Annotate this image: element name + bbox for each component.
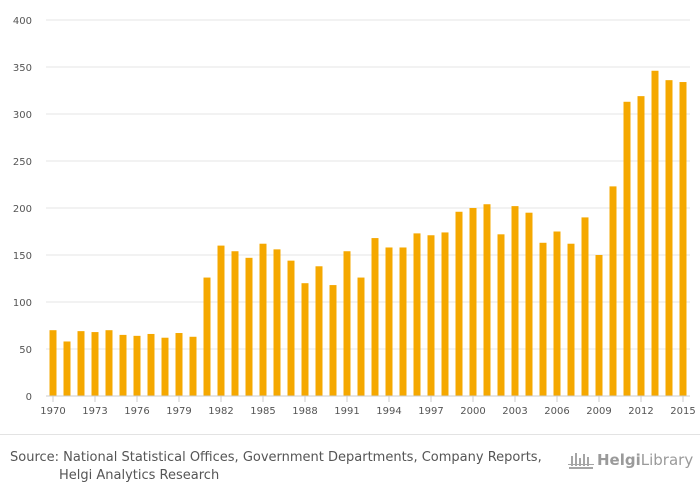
bar-1980[interactable] [189, 336, 197, 396]
y-tick-label-150: 150 [13, 251, 32, 262]
bar-1990[interactable] [329, 285, 337, 396]
y-tick-label-350: 350 [13, 63, 32, 74]
bar-1989[interactable] [315, 266, 323, 396]
bar-2011[interactable] [623, 101, 631, 396]
x-tick-label-1991: 1991 [334, 406, 359, 417]
bar-2015[interactable] [679, 82, 687, 396]
x-tick-label-2009: 2009 [586, 406, 611, 417]
x-tick-label-1973: 1973 [82, 406, 107, 417]
logo-helgi-text: Helgi [597, 451, 641, 469]
bar-1993[interactable] [371, 238, 379, 396]
bar-2010[interactable] [609, 186, 617, 396]
bar-2001[interactable] [483, 204, 491, 396]
bar-1971[interactable] [63, 341, 71, 396]
bar-1977[interactable] [147, 333, 155, 396]
x-tick-label-1988: 1988 [292, 406, 317, 417]
bar-1979[interactable] [175, 333, 183, 396]
bar-2006[interactable] [553, 231, 561, 397]
bar-1988[interactable] [301, 283, 309, 396]
y-tick-label-0: 0 [26, 392, 32, 403]
helgi-library-logo[interactable]: Helgi Library [568, 449, 693, 471]
x-tick-label-1982: 1982 [208, 406, 233, 417]
bar-1970[interactable] [49, 330, 57, 396]
bar-1975[interactable] [119, 334, 127, 396]
bars [49, 70, 687, 397]
x-tick-label-2003: 2003 [502, 406, 527, 417]
y-tick-label-400: 400 [13, 16, 32, 27]
bar-2008[interactable] [581, 217, 589, 396]
y-tick-label-200: 200 [13, 204, 32, 215]
logo-library-text: Library [640, 451, 694, 469]
footer-divider [0, 434, 700, 435]
bar-1983[interactable] [231, 251, 239, 396]
bar-1992[interactable] [357, 277, 365, 396]
bar-1976[interactable] [133, 335, 141, 396]
bar-1991[interactable] [343, 251, 351, 396]
bar-1998[interactable] [441, 232, 449, 396]
bar-1974[interactable] [105, 330, 113, 396]
x-tick-label-2006: 2006 [544, 406, 569, 417]
x-tick-label-1994: 1994 [376, 406, 401, 417]
bar-1994[interactable] [385, 247, 393, 396]
bar-1986[interactable] [273, 249, 281, 396]
x-tick-label-2015: 2015 [670, 406, 695, 417]
bar-1995[interactable] [399, 247, 407, 396]
bar-1996[interactable] [413, 233, 421, 396]
library-building-icon [568, 453, 594, 469]
y-tick-label-100: 100 [13, 298, 32, 309]
bar-1978[interactable] [161, 337, 169, 396]
bar-2007[interactable] [567, 243, 575, 396]
bar-1997[interactable] [427, 235, 435, 396]
x-tick-label-1976: 1976 [124, 406, 149, 417]
bar-2013[interactable] [651, 70, 659, 396]
x-tick-label-1997: 1997 [418, 406, 443, 417]
bar-2009[interactable] [595, 255, 603, 396]
bar-1984[interactable] [245, 257, 253, 396]
y-tick-label-250: 250 [13, 157, 32, 168]
x-tick-label-2000: 2000 [460, 406, 485, 417]
bar-2003[interactable] [511, 206, 519, 396]
bar-2002[interactable] [497, 234, 505, 396]
bar-2014[interactable] [665, 80, 673, 396]
bar-2004[interactable] [525, 212, 533, 396]
source-note: Source: National Statistical Offices, Go… [10, 449, 550, 485]
bar-2000[interactable] [469, 208, 477, 396]
y-axis-ticks: 0 50 100 150 200 250 300 350 400 [13, 16, 32, 403]
grid-lines [46, 19, 690, 350]
y-tick-label-300: 300 [13, 110, 32, 121]
bar-1987[interactable] [287, 260, 295, 396]
bar-1973[interactable] [91, 332, 99, 396]
y-tick-label-50: 50 [19, 345, 32, 356]
bar-1981[interactable] [203, 277, 211, 396]
source-line-2: Helgi Analytics Research [59, 468, 220, 483]
x-tick-label-1970: 1970 [40, 406, 65, 417]
bar-2012[interactable] [637, 96, 645, 396]
bar-1972[interactable] [77, 331, 85, 396]
source-line-1: Source: National Statistical Offices, Go… [10, 450, 542, 465]
x-tick-label-2012: 2012 [628, 406, 653, 417]
x-tick-label-1985: 1985 [250, 406, 275, 417]
x-tick-label-1979: 1979 [166, 406, 191, 417]
bar-1985[interactable] [259, 243, 267, 396]
bar-2005[interactable] [539, 242, 547, 396]
bar-1999[interactable] [455, 211, 463, 396]
bar-1982[interactable] [217, 245, 225, 396]
x-axis: 1970 1973 1976 1979 1982 1985 1988 1991 1994 1997… [40, 395, 696, 417]
